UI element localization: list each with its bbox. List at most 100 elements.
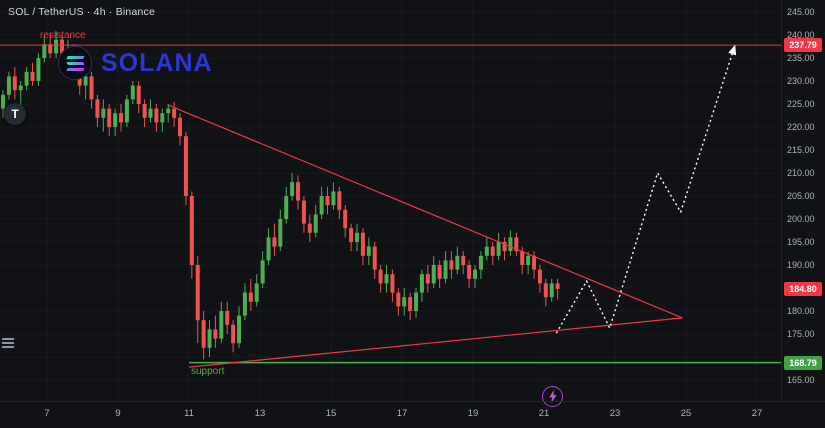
candle [148, 99, 153, 123]
price-tick-label: 225.00 [787, 99, 815, 109]
candle [142, 99, 147, 127]
price-tick-label: 205.00 [787, 191, 815, 201]
triangle-lower-trendline[interactable] [188, 317, 683, 368]
solana-logo-bar [65, 55, 85, 59]
support-label[interactable]: support [191, 366, 225, 377]
price-tag: 168.79 [784, 355, 822, 370]
candle [555, 278, 560, 300]
time-tick-label: 15 [325, 408, 337, 419]
time-tick-label: 17 [396, 408, 408, 419]
candle [296, 175, 301, 210]
candle [284, 186, 289, 224]
candle [514, 232, 519, 256]
candle [242, 283, 247, 321]
candle [36, 53, 41, 86]
candle [24, 67, 29, 91]
price-tick-label: 245.00 [787, 7, 815, 17]
candle [378, 265, 383, 293]
candle [54, 31, 59, 58]
candle [408, 292, 413, 321]
price-tag: 237.79 [784, 38, 822, 53]
candle [366, 237, 371, 265]
time-tick-label: 19 [467, 408, 479, 419]
candle [166, 104, 171, 123]
time-tick-label: 25 [680, 408, 692, 419]
candle [484, 237, 489, 261]
candle [290, 173, 295, 201]
solana-mini-icon [1, 338, 15, 348]
candle [172, 101, 177, 127]
solana-watermark-text: SOLANA [101, 48, 213, 77]
candle [266, 228, 271, 265]
price-tick-label: 200.00 [787, 214, 815, 224]
candle [443, 251, 448, 284]
candle [502, 237, 507, 261]
text-tool-button[interactable]: T [4, 103, 26, 125]
candle [425, 265, 430, 293]
candle [260, 251, 265, 288]
candle [396, 288, 401, 316]
price-tick-label: 240.00 [787, 30, 815, 40]
candle [461, 251, 466, 275]
candle [272, 223, 277, 256]
candle [384, 265, 389, 293]
candle [496, 232, 501, 261]
candle [231, 320, 236, 353]
candle [490, 242, 495, 265]
candle [331, 182, 336, 210]
solana-logo-icon [58, 46, 92, 80]
time-tick-label: 21 [538, 408, 550, 419]
text-tool-label: T [11, 107, 19, 121]
time-tick-label: 13 [254, 408, 266, 419]
price-axis[interactable]: 245.00 240.00 235.00 230.00 225.00 220.00 215.… [781, 0, 825, 401]
candle [195, 255, 200, 344]
time-axis[interactable]: 7 9 11 13 15 17 19 21 23 25 27 [0, 401, 825, 428]
candle [248, 278, 253, 311]
candle [543, 278, 548, 307]
candle [178, 113, 183, 146]
resistance-label[interactable]: resistance [40, 30, 86, 41]
candle [237, 306, 242, 348]
price-tick-label: 215.00 [787, 145, 815, 155]
candle [42, 35, 47, 63]
time-tick-label: 7 [44, 408, 50, 419]
candle [6, 71, 11, 100]
candle [183, 131, 188, 206]
candle [154, 104, 159, 132]
candle [83, 71, 88, 100]
lightning-icon [548, 390, 557, 403]
candle [160, 108, 165, 132]
candle [219, 301, 224, 344]
candle [402, 288, 407, 316]
solana-logo-bar [65, 67, 85, 71]
candle [12, 67, 17, 100]
time-tick-label: 27 [751, 408, 763, 419]
symbol-title[interactable]: SOL / TetherUS · 4h · Binance [8, 6, 156, 18]
candle [449, 251, 454, 279]
price-tick-label: 230.00 [787, 76, 815, 86]
time-tick-label: 23 [609, 408, 621, 419]
candle [467, 260, 472, 288]
price-tick-label: 190.00 [787, 260, 815, 270]
candle [508, 230, 513, 256]
candle [301, 196, 306, 233]
candle [455, 246, 460, 275]
candle [30, 62, 35, 86]
price-tick-label: 220.00 [787, 122, 815, 132]
projection-path[interactable] [555, 44, 737, 334]
triangle-upper-trendline[interactable] [167, 104, 683, 319]
candle [478, 251, 483, 279]
candle [201, 311, 206, 360]
candle [419, 269, 424, 302]
chart-canvas[interactable] [0, 0, 781, 401]
candle [360, 228, 365, 265]
candle [225, 301, 230, 334]
candle [437, 260, 442, 288]
price-tick-label: 175.00 [787, 329, 815, 339]
candle [107, 104, 112, 137]
candle [136, 81, 141, 114]
price-tag: 184.80 [784, 281, 822, 296]
candle [124, 94, 129, 127]
candle [119, 104, 124, 132]
